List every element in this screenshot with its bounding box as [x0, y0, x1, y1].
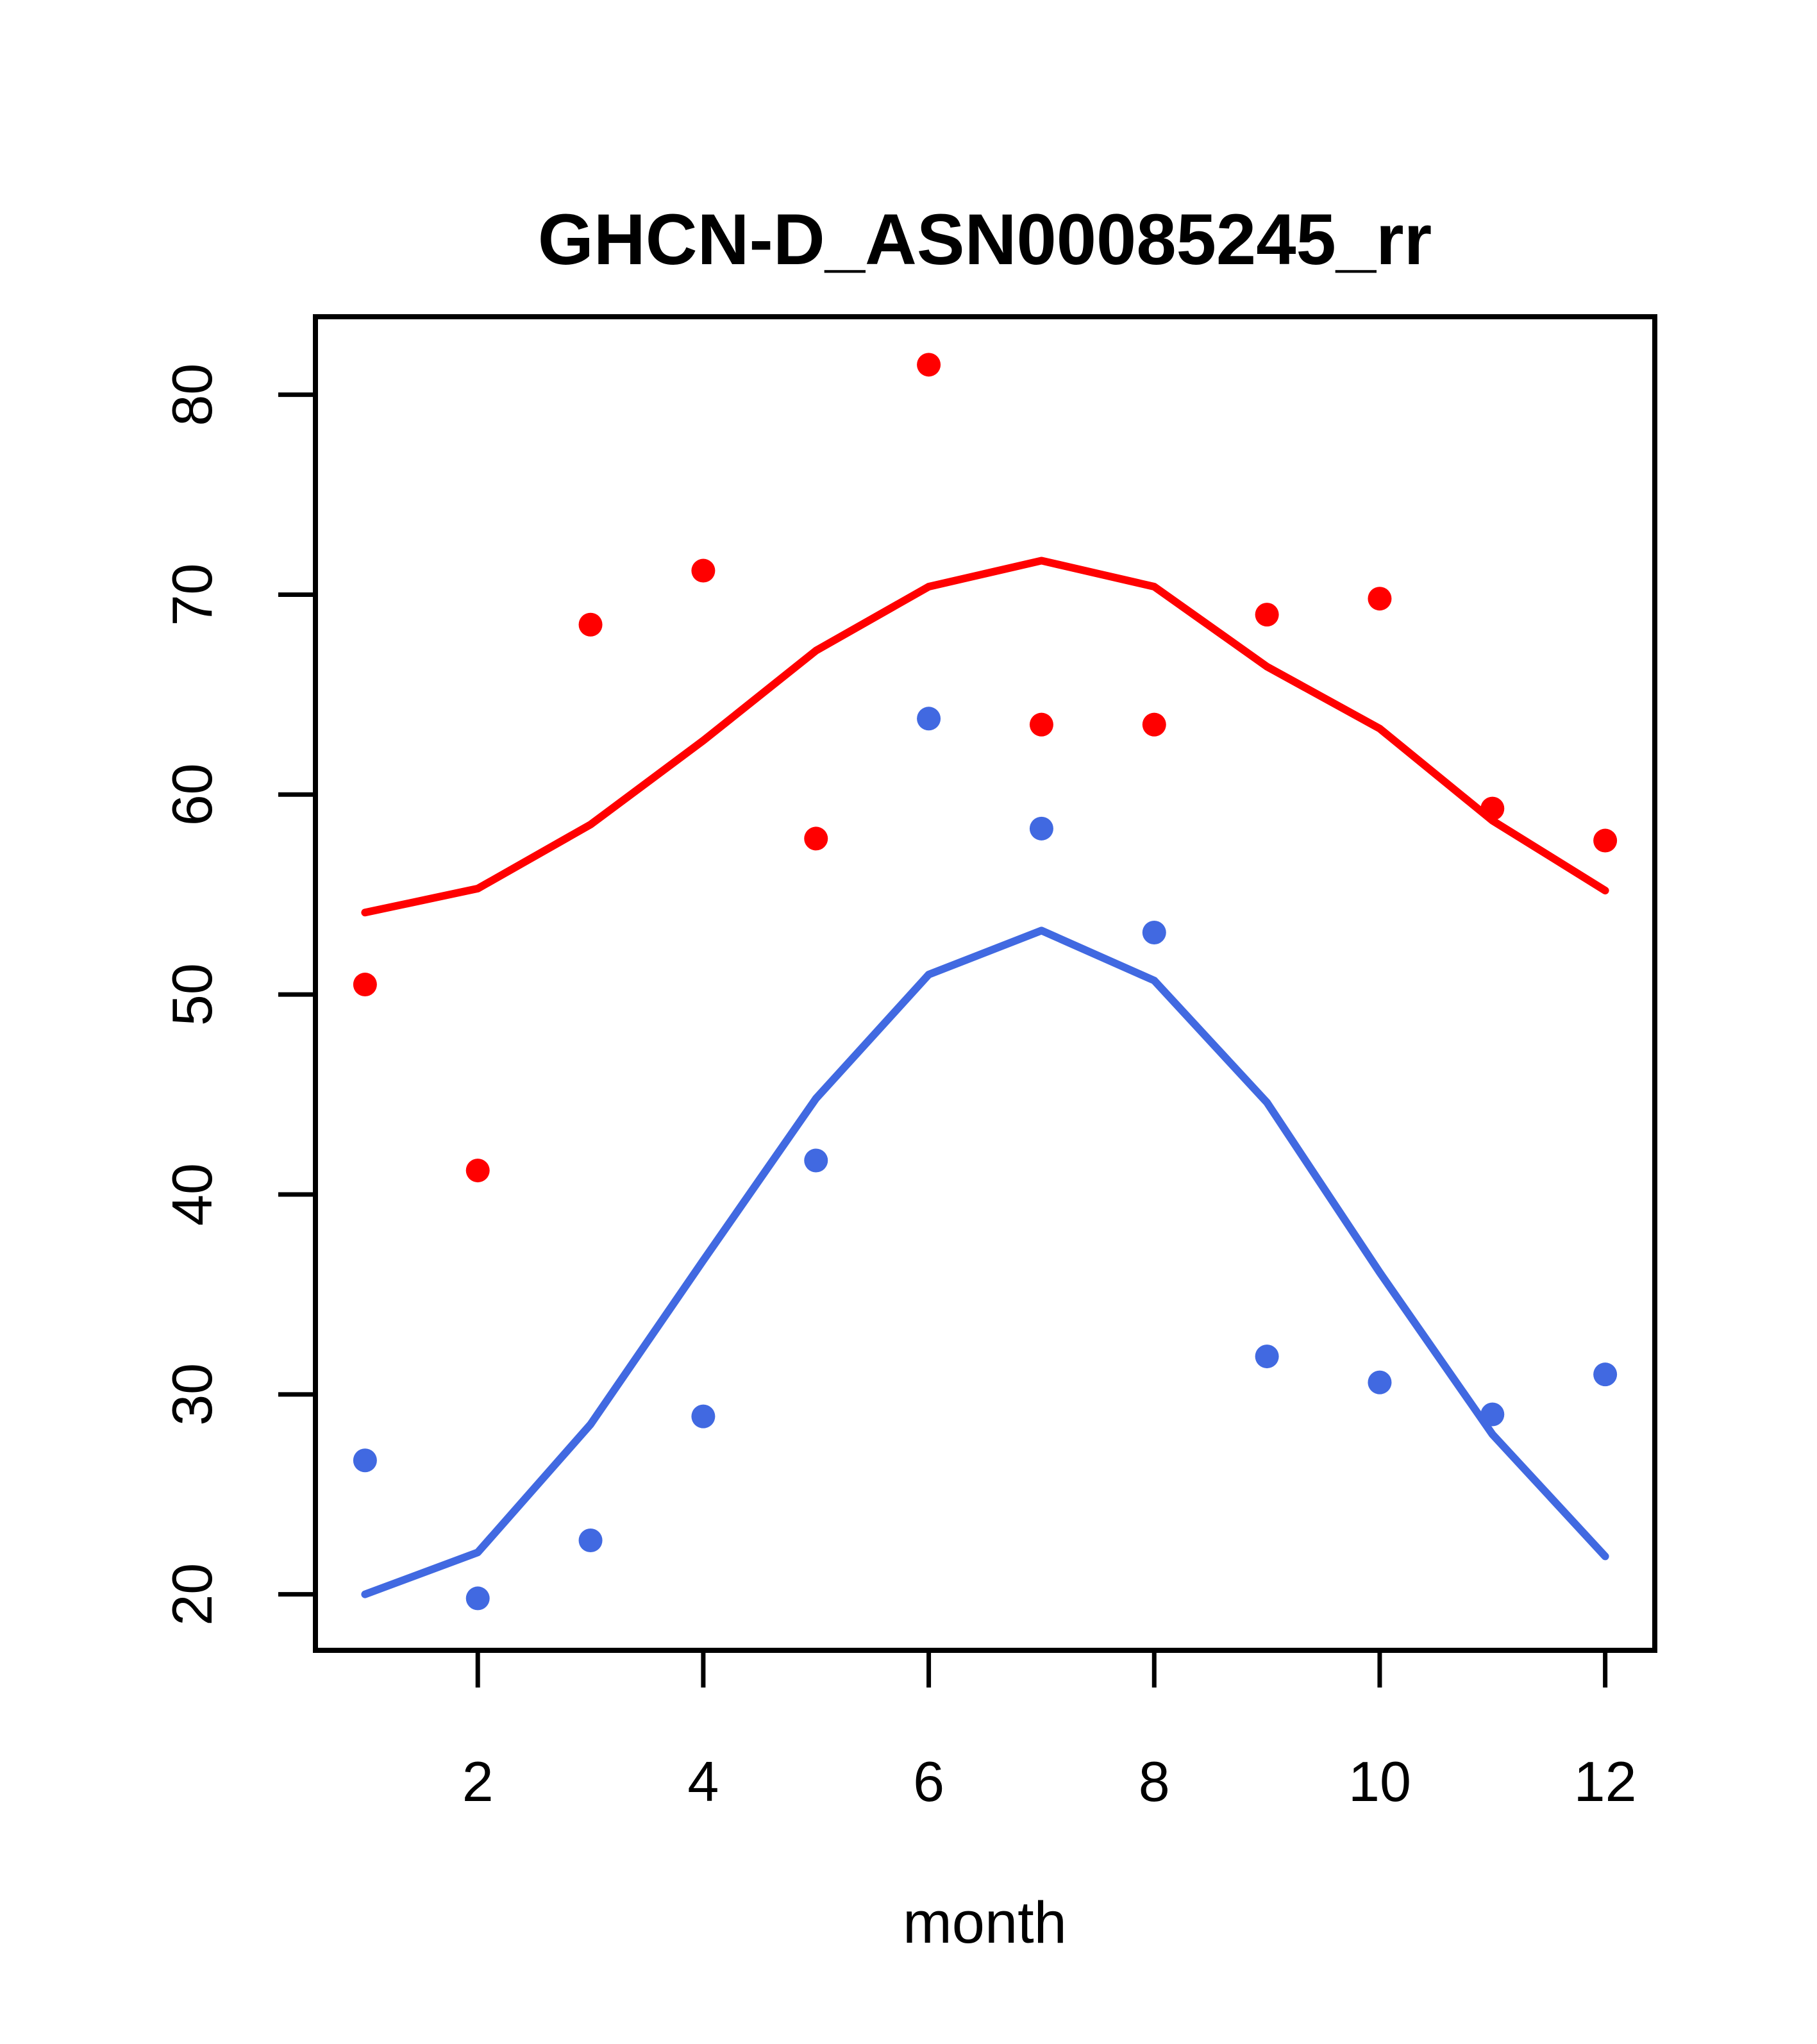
blue-points-point	[917, 707, 941, 731]
chart-title: GHCN-D_ASN00085245_rr	[538, 199, 1432, 280]
red-points-point	[691, 558, 716, 583]
red-points-point	[1255, 603, 1279, 627]
red-points-point	[1029, 712, 1053, 737]
red-points-point	[578, 612, 603, 637]
x-tick-label: 4	[687, 1750, 719, 1813]
red-points-point	[1480, 796, 1505, 821]
blue-points-point	[353, 1448, 377, 1473]
y-tick-label: 40	[160, 1163, 224, 1226]
red-points-point	[917, 353, 941, 377]
blue-points-point	[1593, 1362, 1618, 1387]
red-points-point	[804, 826, 828, 851]
blue-line	[361, 926, 1609, 1598]
red-points-point	[353, 973, 377, 997]
y-tick-label: 20	[160, 1563, 224, 1626]
blue-points-point	[1142, 920, 1166, 944]
blue-points-point	[1480, 1402, 1505, 1427]
y-tick-label: 50	[160, 963, 224, 1026]
blue-points-point	[465, 1586, 490, 1611]
red-points-point	[1368, 587, 1392, 611]
x-tick-label: 12	[1574, 1750, 1637, 1813]
x-tick-label: 2	[462, 1750, 494, 1813]
y-tick-label: 80	[160, 364, 224, 426]
red-points-point	[465, 1159, 490, 1183]
blue-points-point	[578, 1528, 603, 1552]
data-series	[353, 353, 1618, 1611]
y-tick-label: 70	[160, 564, 224, 626]
y-tick-label: 60	[160, 763, 224, 826]
x-tick-label: 6	[913, 1750, 944, 1813]
plot-box	[313, 314, 1657, 1653]
blue-points-point	[691, 1404, 716, 1428]
red-points-point	[1593, 828, 1618, 853]
x-tick-label: 10	[1348, 1750, 1411, 1813]
red-line	[361, 557, 1609, 917]
red-points-point	[1142, 712, 1166, 737]
x-tick-label: 8	[1139, 1750, 1170, 1813]
plot-frame	[313, 314, 1657, 1653]
blue-points-point	[1255, 1345, 1279, 1369]
blue-points-point	[1029, 816, 1053, 841]
y-tick-label: 30	[160, 1363, 224, 1426]
blue-points-point	[1368, 1370, 1392, 1395]
y-axis: 20 30 40 50 60 70 80	[160, 364, 315, 1626]
x-axis: 2 4 6 8 10 12	[462, 1650, 1637, 1813]
blue-points-point	[804, 1148, 828, 1173]
x-axis-label: month	[903, 1890, 1067, 1956]
